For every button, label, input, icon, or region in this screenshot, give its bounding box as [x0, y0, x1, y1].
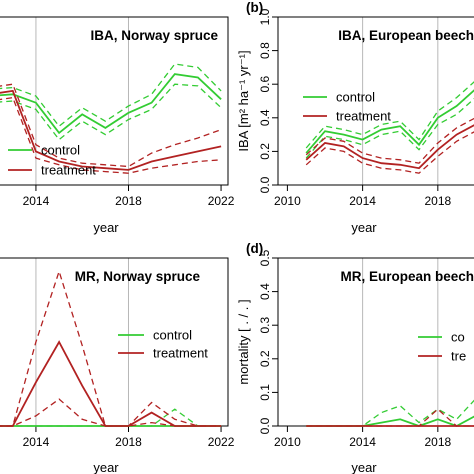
panel-d: 2010 2014 2018 0.0 0.1 0.2 0.3 0.4 0.5 mortality … [236, 241, 474, 474]
x-tick-label: 2018 [424, 194, 451, 208]
x-axis-label: year [93, 460, 119, 474]
series-line-treatment-dashed [306, 408, 474, 427]
series-line-treatment-dashed [0, 83, 222, 168]
x-tick-label: 2014 [349, 194, 376, 208]
y-tick-label: 0.2 [258, 143, 272, 160]
x-axis-label: year [93, 220, 119, 235]
legend-entry: tre [451, 349, 466, 364]
panel-b: 2010 2014 2018 0.0 0.2 0.4 0.6 0.8 1.0 IBA [m² ha… [236, 0, 474, 235]
y-axis-label: IBA [m² ha⁻¹ yr⁻¹] [236, 50, 251, 151]
plot-frame [0, 16, 229, 186]
series-line-control-solid [0, 73, 222, 135]
y-tick-label: 0.5 [258, 249, 272, 266]
legend: control treatment [303, 90, 391, 124]
series-line-control-dashed [305, 97, 474, 159]
y-tick-label: 0.0 [258, 176, 272, 193]
panel-title: MR, Norway spruce [75, 269, 201, 284]
legend-entry: treatment [153, 346, 208, 361]
x-axis-label: year [351, 460, 377, 474]
x-tick-label: 2018 [115, 194, 142, 208]
x-tick-label: 2018 [115, 435, 142, 449]
plot-frame [277, 16, 474, 186]
legend: control treatment [118, 328, 208, 361]
panel-title: MR, European beech [340, 269, 474, 284]
y-tick-label: 0.4 [258, 283, 272, 300]
x-tick-label: 2014 [23, 435, 50, 449]
series-line-treatment-solid [305, 124, 474, 170]
x-tick-label: 2014 [349, 435, 376, 449]
y-tick-label: 0.0 [258, 417, 272, 434]
legend-entry: treatment [336, 109, 391, 124]
panel-label: (d) [246, 241, 263, 256]
series-line-treatment-dashed [305, 131, 474, 174]
panel-c: 10201420182022MR, Norway spruceyearcontr… [0, 257, 235, 474]
y-tick-label: 1.0 [258, 8, 272, 25]
legend: co tre [418, 330, 466, 364]
x-axis-label: year [351, 220, 377, 235]
series-line-treatment-dashed [0, 398, 222, 427]
panel-label: (b) [246, 0, 263, 15]
panel-title: IBA, European beech [338, 28, 474, 43]
series-line-treatment-dashed [0, 96, 222, 174]
y-tick-label: 0.4 [258, 109, 272, 126]
panel-a: 10201420182022IBA, Norway spruceyearcont… [0, 16, 235, 235]
x-tick-label: 2010 [274, 435, 301, 449]
x-tick-label: 2014 [23, 194, 50, 208]
panel-title: IBA, Norway spruce [90, 28, 218, 43]
legend-entry: treatment [41, 163, 96, 178]
y-axis-label: mortality [ . / . ] [236, 299, 251, 384]
series-line-control-dashed [0, 63, 222, 128]
legend-entry: control [41, 143, 80, 158]
y-tick-label: 0.6 [258, 76, 272, 93]
legend-entry: co [451, 330, 465, 345]
legend-entry: control [336, 90, 375, 105]
y-tick-label: 0.8 [258, 42, 272, 59]
x-tick-label: 2010 [274, 194, 301, 208]
x-tick-label: 2018 [424, 435, 451, 449]
series-line-control-dashed [0, 83, 222, 141]
x-tick-label: 2022 [208, 194, 235, 208]
x-tick-label: 2022 [208, 435, 235, 449]
y-tick-label: 0.3 [258, 317, 272, 334]
series-line-control-dashed [305, 81, 474, 149]
series-line-control-solid [305, 89, 474, 154]
series-line-control-dashed [0, 408, 222, 427]
series-line-treatment-dashed [305, 117, 474, 164]
series-line-control-solid [306, 415, 474, 427]
legend-entry: control [153, 328, 192, 343]
y-tick-label: 0.1 [258, 384, 272, 401]
y-tick-label: 0.2 [258, 350, 272, 367]
legend: control treatment [8, 143, 96, 178]
series-line-treatment-solid [0, 89, 222, 171]
